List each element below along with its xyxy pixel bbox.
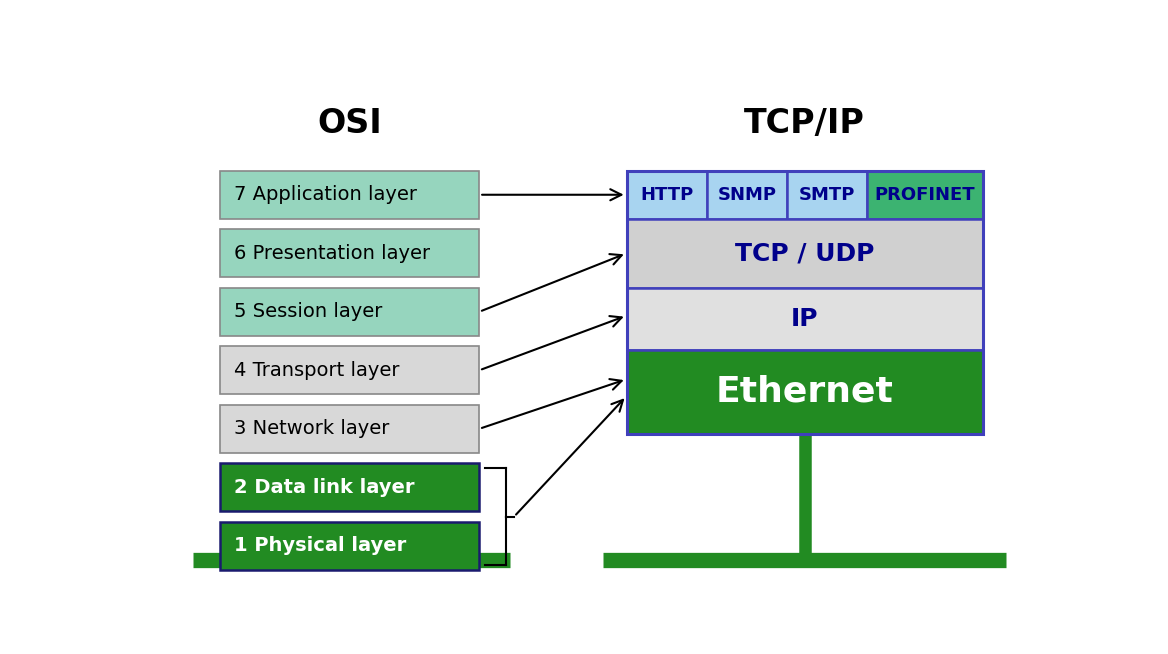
Bar bbox=[787, 171, 867, 218]
Bar bbox=[220, 171, 479, 218]
Bar bbox=[220, 347, 479, 394]
Text: IP: IP bbox=[791, 307, 819, 331]
Text: TCP/IP: TCP/IP bbox=[744, 107, 865, 140]
Text: Ethernet: Ethernet bbox=[716, 375, 894, 409]
Text: TCP / UDP: TCP / UDP bbox=[735, 241, 875, 266]
Bar bbox=[220, 405, 479, 453]
Text: PROFINET: PROFINET bbox=[875, 186, 975, 204]
Bar bbox=[220, 288, 479, 336]
Bar bbox=[220, 230, 479, 277]
Text: 2 Data link layer: 2 Data link layer bbox=[234, 478, 415, 497]
Bar bbox=[220, 522, 479, 570]
Bar bbox=[626, 218, 983, 288]
Text: 1 Physical layer: 1 Physical layer bbox=[234, 536, 405, 555]
Bar bbox=[707, 171, 787, 218]
Text: 7 Application layer: 7 Application layer bbox=[234, 185, 417, 204]
Bar bbox=[626, 171, 707, 218]
Text: 5 Session layer: 5 Session layer bbox=[234, 302, 382, 321]
Bar bbox=[867, 171, 983, 218]
Text: HTTP: HTTP bbox=[640, 186, 694, 204]
Bar bbox=[220, 464, 479, 511]
Text: 6 Presentation layer: 6 Presentation layer bbox=[234, 244, 430, 263]
Text: 4 Transport layer: 4 Transport layer bbox=[234, 361, 399, 380]
Text: 3 Network layer: 3 Network layer bbox=[234, 419, 389, 438]
Bar bbox=[626, 349, 983, 434]
Bar bbox=[626, 288, 983, 349]
Text: OSI: OSI bbox=[317, 107, 382, 140]
Text: SMTP: SMTP bbox=[799, 186, 855, 204]
Bar bbox=[626, 171, 983, 434]
Text: SNMP: SNMP bbox=[717, 186, 777, 204]
